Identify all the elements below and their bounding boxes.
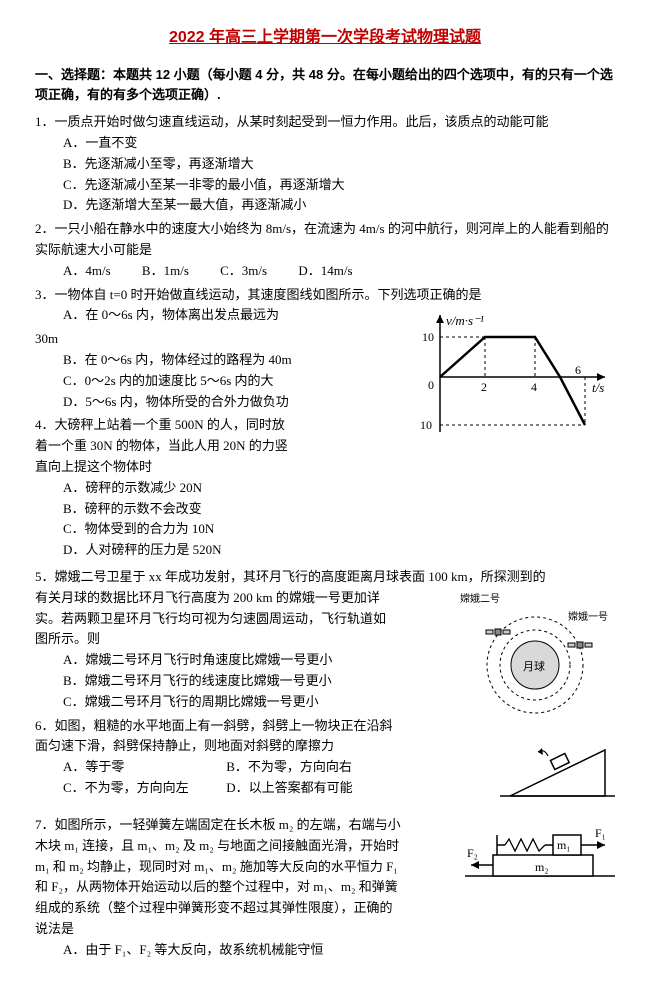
ytick-0: 0 bbox=[428, 378, 434, 392]
q1-stem: 1．一质点开始时做匀速直线运动，从某时刻起受到一恒力作用。此后，该质点的动能可能 bbox=[35, 112, 615, 133]
q2-stem: 2．一只小船在静水中的速度大小始终为 8m/s，在流速为 4m/s 的河中航行，… bbox=[35, 219, 615, 261]
m1-label: m₁ bbox=[557, 838, 571, 852]
q1-options: A．一直不变 B．先逐渐减小至零，再逐渐增大 C．先逐渐减小至某一非零的最小值，… bbox=[35, 133, 615, 216]
question-3: 3．一物体自 t=0 时开始做直线运动，其速度图线如图所示。下列选项正确的是 v… bbox=[35, 285, 615, 327]
q4-opt-a: A．磅秤的示数减少 20N bbox=[63, 478, 615, 499]
sat1-label: 嫦娥一号 bbox=[568, 610, 608, 623]
q2-opt-b: B．1m/s bbox=[142, 261, 189, 282]
q6-opt-a: A．等于零 bbox=[63, 757, 223, 778]
q4-opt-d: D．人对磅秤的压力是 520N bbox=[63, 540, 615, 561]
ylabel: v/m·s⁻¹ bbox=[446, 313, 484, 328]
xtick-4: 4 bbox=[531, 380, 537, 394]
q6-opt-c: C．不为零，方向向左 bbox=[63, 778, 223, 799]
question-1: 1．一质点开始时做匀速直线运动，从某时刻起受到一恒力作用。此后，该质点的动能可能… bbox=[35, 112, 615, 216]
question-6: 6．如图，粗糙的水平地面上有一斜劈，斜劈上一物块正在沿斜 面匀速下滑，斜劈保持静… bbox=[35, 716, 615, 799]
section-heading: 一、选择题：本题共 12 小题（每小题 4 分，共 48 分。在每小题给出的四个… bbox=[35, 65, 615, 107]
moon-label: 月球 bbox=[523, 659, 545, 673]
sat2-label: 嫦娥二号 bbox=[460, 592, 500, 605]
page-title: 2022 年高三上学期第一次学段考试物理试题 bbox=[35, 25, 615, 51]
q4-opt-c: C．物体受到的合力为 10N bbox=[63, 519, 615, 540]
spring-diagram: m₂ m₁ F₁ F₂ bbox=[465, 821, 615, 890]
question-4: 4．大磅秤上站着一个重 500N 的人，同时放 着一个重 30N 的物体，当此人… bbox=[35, 415, 615, 561]
ytick-10: 10 bbox=[422, 330, 434, 344]
q1-opt-c: C．先逐渐减小至某一非零的最小值，再逐渐增大 bbox=[63, 175, 615, 196]
q4-stem-2: 着一个重 30N 的物体，当此人用 20N 的力竖 bbox=[35, 436, 615, 457]
q2-opt-c: C．3m/s bbox=[220, 261, 267, 282]
q6-opt-d: D．以上答案都有可能 bbox=[226, 780, 352, 795]
q2-options: A．4m/s B．1m/s C．3m/s D．14m/s bbox=[35, 261, 615, 282]
q5-stem-1: 5．嫦娥二号卫星于 xx 年成功发射，其环月飞行的高度距离月球表面 100 km… bbox=[35, 567, 615, 588]
xtick-6: 6 bbox=[575, 363, 581, 377]
f1-label: F₁ bbox=[595, 826, 606, 840]
q7-opt-a: A．由于 F₁、F₂ 等大反向，故系统机械能守恒 bbox=[63, 940, 615, 961]
q2-opt-d: D．14m/s bbox=[298, 261, 352, 282]
question-7: m₂ m₁ F₁ F₂ 7．如图所示，一轻弹簧左端固定在长木板 m₂ 的左端，右… bbox=[35, 815, 615, 961]
xtick-2: 2 bbox=[481, 380, 487, 394]
q7-options: A．由于 F₁、F₂ 等大反向，故系统机械能守恒 bbox=[35, 940, 615, 961]
q6-stem-1: 6．如图，粗糙的水平地面上有一斜劈，斜劈上一物块正在沿斜 bbox=[35, 716, 615, 737]
q7-stem-5: 组成的系统（整个过程中弹簧形变不超过其弹性限度），正确的 bbox=[35, 898, 615, 919]
q7-stem-6: 说法是 bbox=[35, 919, 615, 940]
q4-stem-3: 直向上提这个物体时 bbox=[35, 457, 615, 478]
f2-label: F₂ bbox=[467, 846, 478, 860]
q4-options: A．磅秤的示数减少 20N B．磅秤的示数不会改变 C．物体受到的合力为 10N… bbox=[35, 478, 615, 561]
question-2: 2．一只小船在静水中的速度大小始终为 8m/s，在流速为 4m/s 的河中航行，… bbox=[35, 219, 615, 281]
q2-opt-a: A．4m/s bbox=[63, 261, 111, 282]
xlabel: t/s bbox=[592, 380, 604, 395]
question-5: 5．嫦娥二号卫星于 xx 年成功发射，其环月飞行的高度距离月球表面 100 km… bbox=[35, 567, 615, 713]
q1-opt-a: A．一直不变 bbox=[63, 133, 615, 154]
q6-opt-b: B．不为零，方向向右 bbox=[226, 759, 352, 774]
q4-stem-1: 4．大磅秤上站着一个重 500N 的人，同时放 bbox=[35, 415, 615, 436]
q4-opt-b: B．磅秤的示数不会改变 bbox=[63, 499, 615, 520]
q1-opt-d: D．先逐渐增大至某一最大值，再逐渐减小 bbox=[63, 195, 615, 216]
moon-diagram: 月球 嫦娥二号 嫦娥一号 bbox=[460, 590, 615, 727]
q3-stem: 3．一物体自 t=0 时开始做直线运动，其速度图线如图所示。下列选项正确的是 bbox=[35, 285, 615, 306]
m2-label: m₂ bbox=[535, 860, 549, 874]
incline-diagram bbox=[500, 738, 615, 810]
q1-opt-b: B．先逐渐减小至零，再逐渐增大 bbox=[63, 154, 615, 175]
